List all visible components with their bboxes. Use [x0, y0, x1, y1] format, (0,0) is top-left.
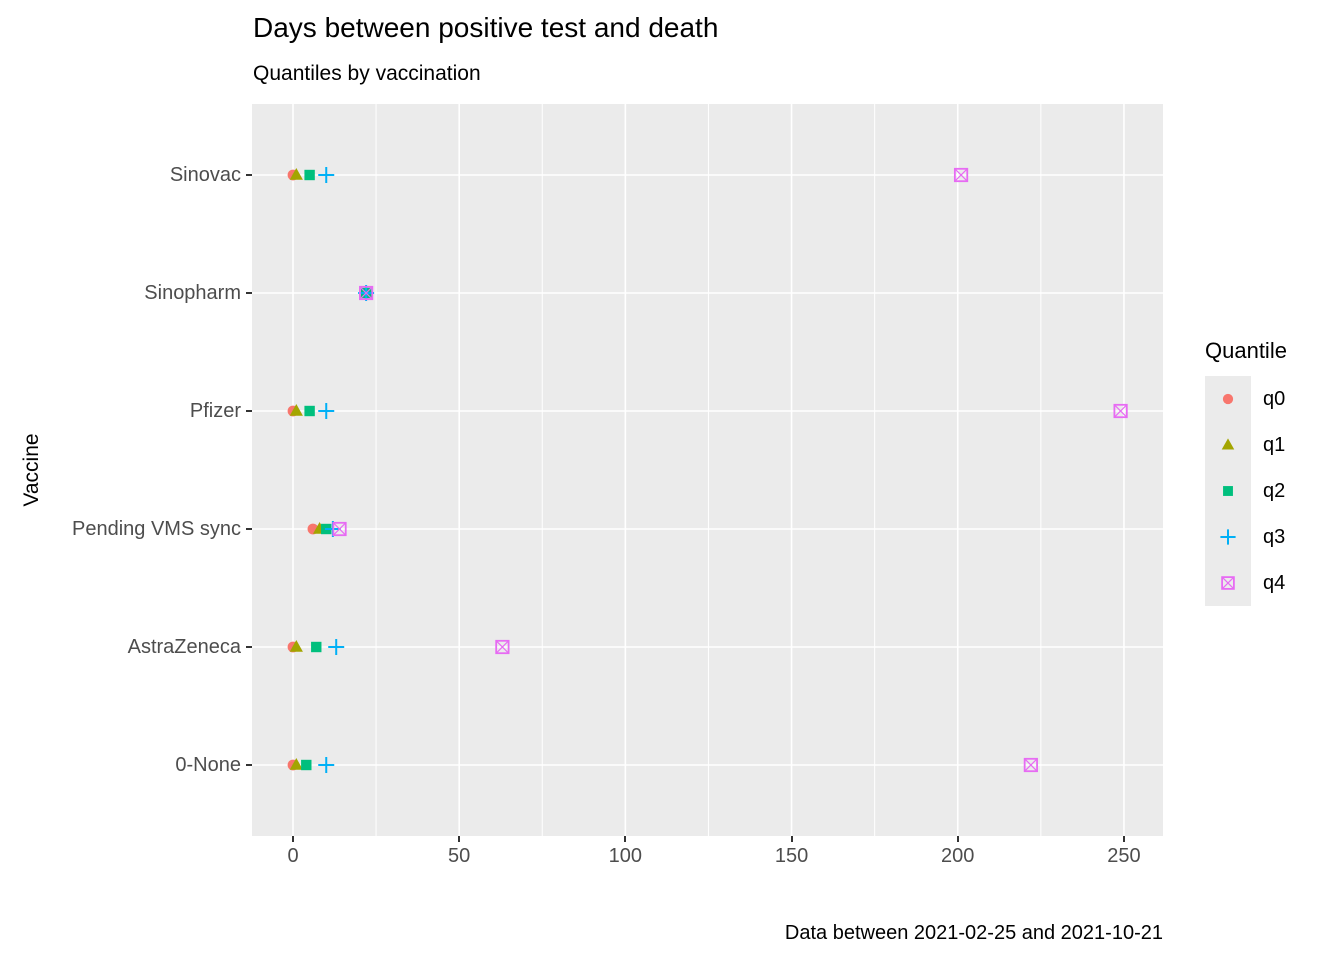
legend-label: q3 — [1263, 525, 1286, 548]
x-tick-label: 0 — [287, 845, 299, 867]
marker-q2-astrazeneca — [311, 641, 322, 653]
caption: Data between 2021-02-25 and 2021-10-21 — [784, 922, 1163, 944]
legend-entries: q0 q1 q2 q3 q4 — [1205, 376, 1287, 606]
legend-entry-q0: q0 — [1205, 376, 1287, 422]
chart-subtitle: Quantiles by vaccination — [253, 62, 481, 85]
y-tick-mark — [246, 174, 252, 176]
marker-q2-0-none — [301, 759, 312, 771]
x-tick-mark — [1122, 836, 1125, 842]
legend-key — [1205, 514, 1251, 560]
y-tick-mark — [246, 292, 252, 294]
y-axis-title: Vaccine — [20, 433, 43, 507]
marker-q4-sinovac — [953, 167, 969, 183]
plus-icon — [1220, 529, 1236, 545]
x-tick-mark — [458, 836, 461, 842]
marker-q4-astrazeneca — [495, 639, 510, 655]
plot-canvas — [252, 104, 1163, 836]
marker-q2-sinovac — [304, 169, 315, 181]
y-tick-label: Sinopharm — [144, 282, 241, 304]
x-tick-mark — [624, 836, 627, 842]
y-tick-label: Pending VMS sync — [72, 518, 241, 540]
marker-q1-pfizer — [289, 404, 303, 416]
square-icon — [1223, 486, 1233, 496]
y-tick-mark — [246, 764, 252, 766]
y-tick-mark — [246, 528, 252, 530]
legend-key — [1205, 376, 1251, 422]
marker-q3-sinovac — [318, 167, 335, 183]
marker-q3-0-none — [318, 757, 335, 773]
legend-label: q1 — [1263, 433, 1286, 456]
legend-label: q4 — [1263, 571, 1286, 594]
x-tick-mark — [790, 836, 793, 842]
x-tick-label: 100 — [608, 845, 643, 867]
marker-q3-astrazeneca — [328, 639, 345, 655]
legend-glyph-canvas — [1221, 438, 1235, 450]
marker-q4-sinopharm — [359, 285, 374, 301]
marker-q4-pending-vms-sync — [332, 521, 347, 537]
legend-entry-q2: q2 — [1205, 468, 1287, 514]
marker-q1-sinovac — [289, 168, 303, 180]
circle-icon — [1222, 393, 1234, 405]
legend-label: q2 — [1263, 479, 1286, 502]
x-tick-label: 250 — [1107, 845, 1141, 867]
marker-q3-pfizer — [318, 403, 335, 419]
legend-key — [1205, 560, 1251, 606]
legend-key — [1205, 468, 1251, 514]
legend-key — [1205, 422, 1251, 468]
x-tick-mark — [292, 836, 294, 842]
x-tick-mark — [956, 836, 959, 842]
legend-label: q0 — [1263, 387, 1286, 410]
marker-q2-pfizer — [304, 405, 315, 417]
legend-entry-q1: q1 — [1205, 422, 1287, 468]
x-tick-label: 200 — [941, 845, 975, 867]
y-tick-label: Pfizer — [189, 400, 241, 422]
y-tick-label: Sinovac — [169, 164, 241, 186]
chart-title: Days between positive test and death — [253, 12, 719, 43]
y-tick-mark — [246, 646, 252, 648]
legend-entry-q3: q3 — [1205, 514, 1287, 560]
legend: Quantile q0 q1 q2 q3 q4 — [1205, 338, 1287, 606]
legend-glyph-canvas — [1220, 529, 1236, 545]
marker-q4-0-none — [1023, 757, 1038, 773]
marker-q4-pfizer — [1113, 403, 1128, 419]
marker-q1-0-none — [289, 758, 303, 770]
legend-glyph-canvas — [1222, 393, 1234, 405]
plot-panel — [252, 104, 1163, 836]
y-tick-label: AstraZeneca — [127, 636, 241, 658]
legend-glyph-canvas — [1221, 576, 1235, 590]
triangle-icon — [1221, 438, 1235, 450]
legend-glyph-canvas — [1223, 486, 1233, 496]
x-tick-label: 150 — [774, 845, 809, 867]
y-tick-mark — [246, 410, 252, 412]
marker-q1-astrazeneca — [289, 640, 303, 652]
legend-title: Quantile — [1205, 338, 1287, 363]
x-tick-label: 50 — [448, 845, 471, 867]
square-x-icon — [1221, 576, 1235, 590]
y-tick-label: 0-None — [175, 754, 241, 776]
legend-entry-q4: q4 — [1205, 560, 1287, 606]
